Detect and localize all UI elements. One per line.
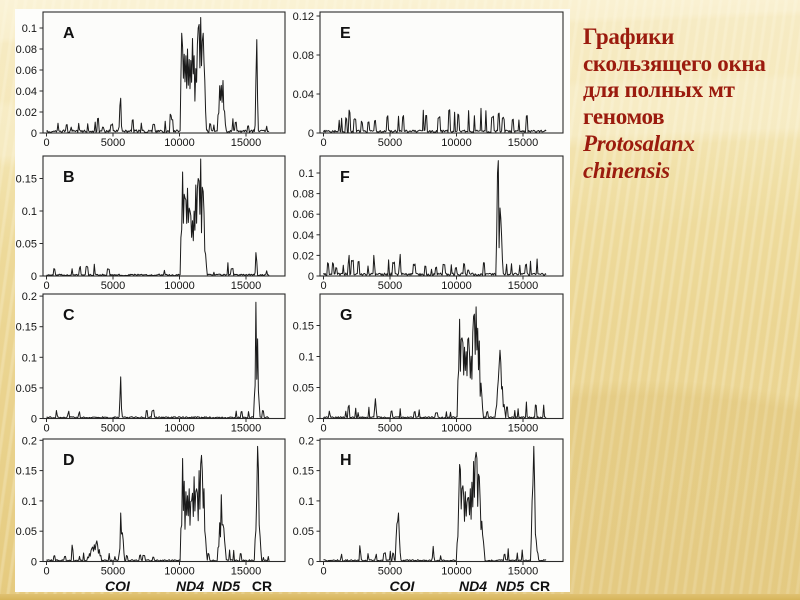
svg-text:G: G — [340, 307, 352, 324]
svg-text:F: F — [340, 169, 350, 186]
svg-text:0.06: 0.06 — [293, 209, 314, 221]
svg-text:0.1: 0.1 — [22, 352, 37, 364]
svg-text:5000: 5000 — [378, 566, 402, 578]
svg-text:15000: 15000 — [508, 423, 539, 435]
svg-text:15000: 15000 — [508, 280, 539, 292]
svg-text:0: 0 — [31, 414, 37, 426]
svg-text:5000: 5000 — [101, 137, 125, 149]
svg-text:0.05: 0.05 — [293, 383, 314, 395]
svg-text:0.08: 0.08 — [16, 44, 37, 56]
svg-text:0.1: 0.1 — [299, 352, 314, 364]
svg-text:0.1: 0.1 — [22, 206, 37, 218]
svg-text:5000: 5000 — [101, 566, 125, 578]
svg-text:0.15: 0.15 — [16, 466, 37, 478]
svg-text:COI: COI — [390, 578, 416, 592]
svg-text:ND5: ND5 — [496, 578, 524, 592]
svg-text:0: 0 — [31, 128, 37, 140]
svg-text:15000: 15000 — [508, 137, 539, 149]
svg-text:D: D — [63, 452, 75, 469]
svg-text:0: 0 — [320, 137, 326, 149]
svg-text:C: C — [63, 307, 75, 324]
svg-text:5000: 5000 — [101, 423, 125, 435]
svg-text:10000: 10000 — [164, 566, 195, 578]
svg-text:0.04: 0.04 — [293, 89, 314, 101]
svg-text:0: 0 — [43, 280, 49, 292]
svg-text:0: 0 — [31, 557, 37, 569]
svg-text:0: 0 — [43, 566, 49, 578]
svg-text:0: 0 — [320, 566, 326, 578]
svg-text:0: 0 — [43, 137, 49, 149]
svg-text:0: 0 — [31, 271, 37, 283]
svg-text:0.15: 0.15 — [293, 466, 314, 478]
svg-text:5000: 5000 — [101, 280, 125, 292]
svg-text:15000: 15000 — [231, 280, 262, 292]
svg-text:0.05: 0.05 — [16, 239, 37, 251]
svg-text:COI: COI — [105, 578, 131, 592]
svg-text:0: 0 — [320, 423, 326, 435]
svg-text:5000: 5000 — [378, 423, 402, 435]
svg-text:0.02: 0.02 — [16, 107, 37, 119]
svg-text:0: 0 — [320, 280, 326, 292]
svg-text:ND4: ND4 — [459, 578, 487, 592]
svg-text:10000: 10000 — [164, 280, 195, 292]
svg-text:0.1: 0.1 — [299, 168, 314, 180]
svg-text:0.1: 0.1 — [22, 496, 37, 508]
svg-text:A: A — [63, 25, 75, 42]
svg-text:0.15: 0.15 — [293, 321, 314, 333]
svg-text:0.2: 0.2 — [22, 291, 37, 303]
svg-text:10000: 10000 — [164, 137, 195, 149]
svg-text:0.08: 0.08 — [293, 50, 314, 62]
svg-text:5000: 5000 — [378, 280, 402, 292]
svg-text:0.1: 0.1 — [299, 496, 314, 508]
svg-text:H: H — [340, 452, 352, 469]
svg-text:0.15: 0.15 — [16, 322, 37, 334]
svg-text:0.2: 0.2 — [299, 435, 314, 447]
svg-text:0: 0 — [308, 414, 314, 426]
svg-text:15000: 15000 — [231, 566, 262, 578]
svg-text:0: 0 — [308, 557, 314, 569]
svg-text:0: 0 — [308, 128, 314, 140]
svg-text:10000: 10000 — [441, 137, 472, 149]
svg-text:0.06: 0.06 — [16, 65, 37, 77]
svg-text:0.05: 0.05 — [293, 526, 314, 538]
svg-text:0: 0 — [43, 423, 49, 435]
svg-text:10000: 10000 — [441, 280, 472, 292]
svg-text:E: E — [340, 25, 351, 42]
svg-text:15000: 15000 — [231, 137, 262, 149]
svg-text:ND4: ND4 — [176, 578, 204, 592]
svg-text:0: 0 — [308, 271, 314, 283]
svg-text:B: B — [63, 169, 75, 186]
svg-text:0.02: 0.02 — [293, 250, 314, 262]
svg-text:0.04: 0.04 — [293, 230, 314, 242]
svg-text:15000: 15000 — [508, 566, 539, 578]
svg-text:0.05: 0.05 — [16, 526, 37, 538]
svg-text:0.12: 0.12 — [293, 11, 314, 23]
svg-text:0.08: 0.08 — [293, 189, 314, 201]
svg-text:10000: 10000 — [441, 566, 472, 578]
svg-text:CR: CR — [252, 578, 272, 592]
svg-text:10000: 10000 — [441, 423, 472, 435]
svg-text:5000: 5000 — [378, 137, 402, 149]
svg-text:ND5: ND5 — [212, 578, 240, 592]
svg-text:0.2: 0.2 — [22, 435, 37, 447]
svg-text:0.1: 0.1 — [22, 23, 37, 35]
svg-text:15000: 15000 — [231, 423, 262, 435]
svg-text:10000: 10000 — [164, 423, 195, 435]
svg-text:0.15: 0.15 — [16, 174, 37, 186]
svg-text:0.04: 0.04 — [16, 86, 37, 98]
svg-text:CR: CR — [530, 578, 550, 592]
svg-text:0.05: 0.05 — [16, 383, 37, 395]
